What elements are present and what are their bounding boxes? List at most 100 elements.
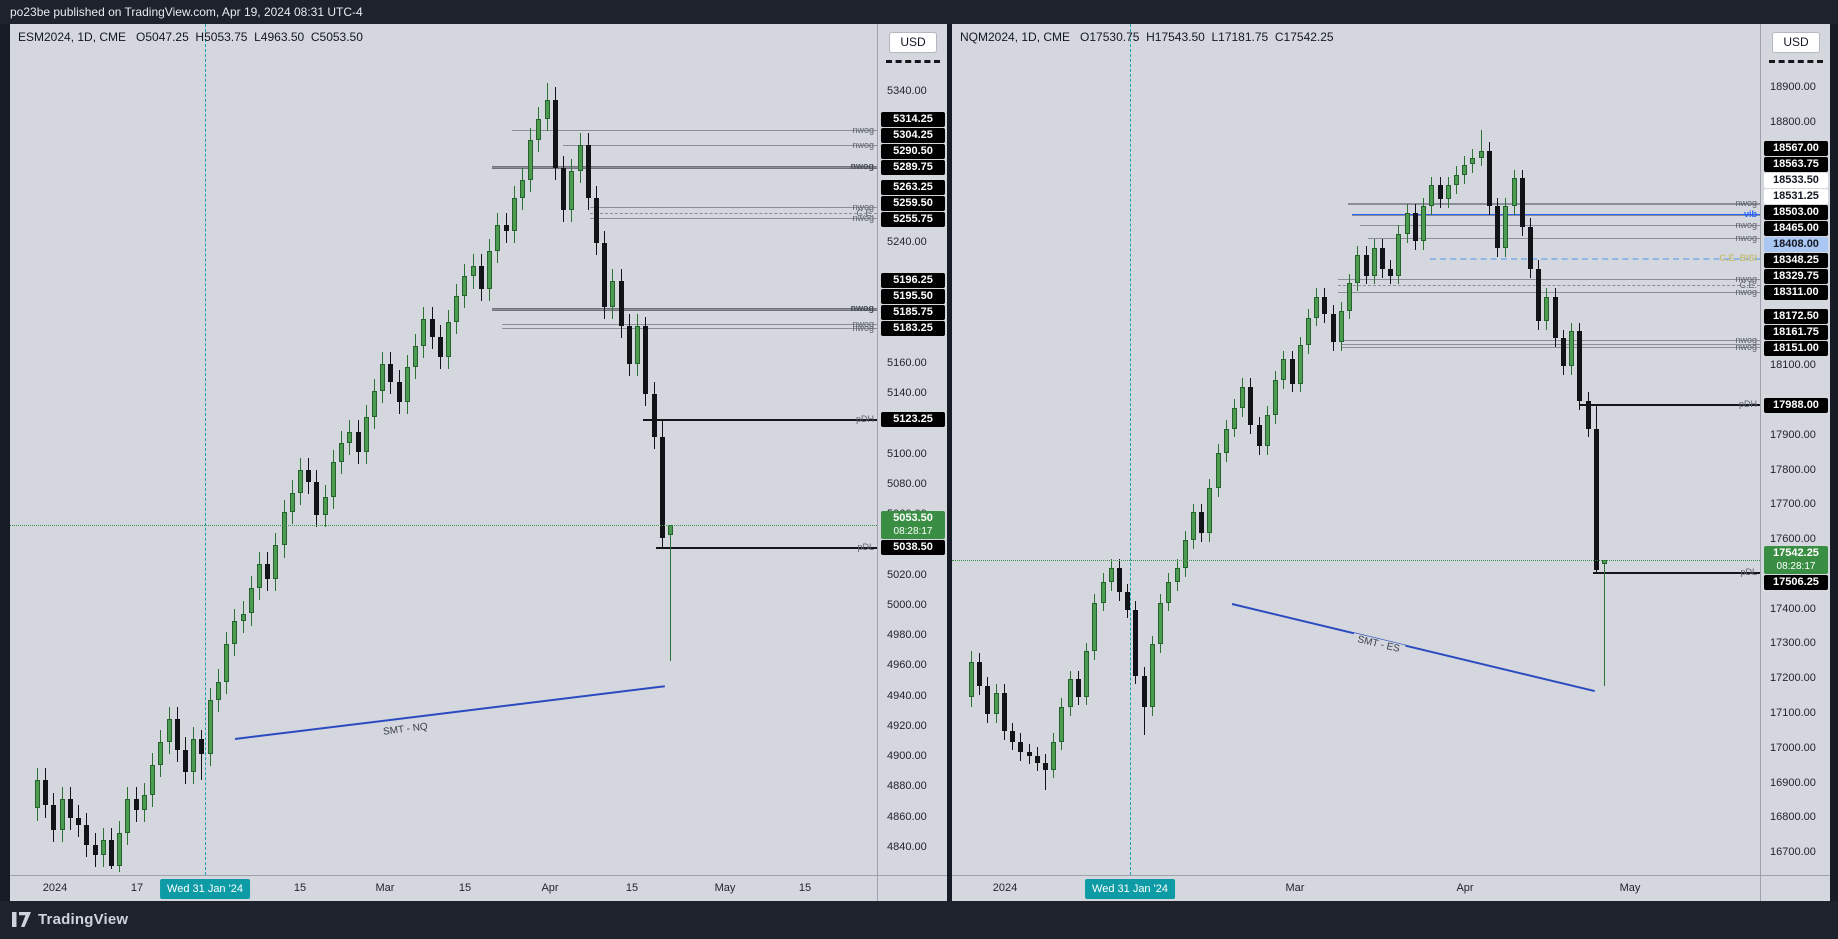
price-level-line-nwog[interactable]	[1342, 339, 1760, 341]
candle-body	[585, 144, 591, 198]
ohlc-legend[interactable]: NQM2024, 1D, CME O17530.75 H17543.50 L171…	[960, 30, 1334, 44]
candle-body	[1084, 651, 1090, 697]
level-edge-label: nwog	[1735, 197, 1757, 208]
tradingview-logo[interactable]: TradingView	[12, 911, 128, 928]
price-level-scale-label: 5185.75	[881, 305, 945, 321]
price-level-scale-label: 18465.00	[1764, 221, 1828, 237]
price-scale[interactable]: USD 5340.00 5240.00 5160.00 5140.00 5100.00 5…	[877, 24, 947, 875]
candle-body	[437, 336, 443, 357]
candle-body	[478, 265, 484, 289]
footer-bar: TradingView	[0, 901, 1838, 939]
level-edge-label: nwog	[852, 140, 874, 151]
candle-body	[281, 512, 287, 546]
candle-body	[388, 364, 394, 383]
currency-usd-button[interactable]: USD	[889, 32, 937, 53]
price-level-line-pair[interactable]	[1352, 215, 1760, 217]
candle-body	[528, 140, 534, 180]
chart-plot[interactable]: NQM2024, 1D, CME O17530.75 H17543.50 L171…	[952, 24, 1760, 875]
price-level-line-pDH[interactable]	[1580, 404, 1760, 407]
candle-body	[1166, 581, 1172, 603]
symbol-title: ESM2024, 1D, CME	[18, 30, 127, 44]
price-level-line-nwog[interactable]	[590, 207, 877, 209]
level-edge-label: nwog	[852, 322, 874, 333]
candle-body	[487, 250, 493, 289]
price-level-line-pDL[interactable]	[656, 546, 877, 549]
currency-usd-button[interactable]: USD	[1772, 32, 1820, 53]
candle-body	[1519, 178, 1525, 228]
price-level-line-pair[interactable]	[1342, 343, 1760, 345]
time-axis[interactable]: 2024 17 Wed 31 Jan '24 15 Mar 15 Apr 15 May 15	[10, 875, 877, 901]
candle-body	[1264, 414, 1270, 447]
candle-body	[59, 799, 65, 830]
smt-trendline[interactable]	[1231, 603, 1596, 693]
ohlc-legend[interactable]: ESM2024, 1D, CME O5047.25 H5053.75 L4963.…	[18, 30, 363, 44]
price-level-line-C.E.[interactable]	[1338, 285, 1760, 287]
candle-body	[298, 469, 304, 493]
candle-body	[577, 144, 583, 171]
price-level-line-nwog[interactable]	[1360, 225, 1760, 227]
candle-body	[1330, 314, 1336, 342]
smt-label[interactable]: SMT - ES	[1351, 632, 1406, 657]
candle-body	[166, 719, 172, 742]
price-scale[interactable]: USD 18900.00 18800.00 18100.00 17900.00 1780…	[1760, 24, 1830, 875]
price-level-line-nwog[interactable]	[1348, 202, 1760, 204]
time-axis[interactable]: 2024 Wed 31 Jan '24 Mar Apr May	[952, 875, 1760, 901]
price-level-scale-label: 5304.25	[881, 128, 945, 144]
price-level-line-pDH[interactable]	[643, 418, 877, 421]
symbol-title: NQM2024, 1D, CME	[960, 30, 1071, 44]
price-tick-label: 4840.00	[887, 840, 927, 853]
price-tick-label: 5240.00	[887, 236, 927, 249]
candle-body	[561, 167, 567, 210]
time-axis-label: 2024	[992, 882, 1018, 894]
candle-body	[141, 794, 147, 810]
candle-body	[84, 825, 90, 845]
candle-body	[207, 699, 213, 755]
price-level-line-pair[interactable]	[492, 309, 877, 311]
candle-body	[289, 492, 295, 513]
bar-countdown: 08:28:17	[893, 526, 933, 538]
candle-body	[1569, 331, 1575, 367]
price-level-line-C.E.[interactable]	[590, 212, 877, 214]
tradingview-brand: TradingView	[38, 911, 129, 928]
candle-body	[536, 119, 542, 141]
chart-plot[interactable]: ESM2024, 1D, CME O5047.25 H5053.75 L4963.…	[10, 24, 877, 875]
publish-info-bar: po23be published on TradingView.com, Apr…	[0, 0, 1838, 24]
candle-body	[133, 799, 139, 810]
price-level-line-nwog[interactable]	[512, 129, 877, 131]
smt-trendline[interactable]	[234, 685, 666, 740]
smt-label[interactable]: SMT - NQ	[377, 720, 434, 739]
candle-body	[232, 621, 238, 644]
price-level-line-nwog[interactable]	[1338, 278, 1760, 280]
candle-body	[413, 345, 419, 368]
session-break-line	[1130, 24, 1131, 875]
candle-body	[1125, 592, 1131, 610]
level-edge-label: nwog	[850, 303, 875, 314]
candle-wick	[1603, 559, 1605, 686]
candle-body	[1544, 296, 1550, 321]
price-level-line-nwog[interactable]	[563, 145, 877, 147]
price-level-line-pair[interactable]	[492, 166, 877, 168]
price-level-line-nwog[interactable]	[1338, 291, 1760, 293]
price-level-line-nwog[interactable]	[1342, 347, 1760, 349]
price-level-line-nwog[interactable]	[502, 327, 877, 329]
price-level-line-C.E. BISI[interactable]	[1430, 258, 1760, 261]
price-level-scale-label: 5183.25	[881, 321, 945, 337]
candle-body	[1182, 540, 1188, 568]
price-level-line-pair[interactable]	[1348, 203, 1760, 205]
candle-body	[51, 805, 57, 830]
price-level-scale-label: 5038.50	[881, 540, 945, 556]
price-level-line-pDL[interactable]	[1593, 571, 1760, 574]
price-level-line-nwog[interactable]	[1368, 238, 1760, 240]
candle-body	[659, 436, 665, 538]
candle-body	[552, 99, 558, 168]
price-level-scale-label: 18503.00	[1764, 205, 1828, 221]
price-level-line-nwog[interactable]	[502, 324, 877, 326]
candle-body	[969, 661, 974, 697]
price-level-scale-label: 5289.75	[881, 160, 945, 176]
candle-body	[454, 296, 460, 322]
price-level-line-nwog[interactable]	[590, 218, 877, 220]
price-level-scale-label: 18531.25	[1764, 189, 1828, 205]
price-level-scale-label: 5195.50	[881, 289, 945, 305]
price-level-scale-label: 18161.75	[1764, 324, 1828, 340]
candle-body	[1388, 268, 1394, 276]
